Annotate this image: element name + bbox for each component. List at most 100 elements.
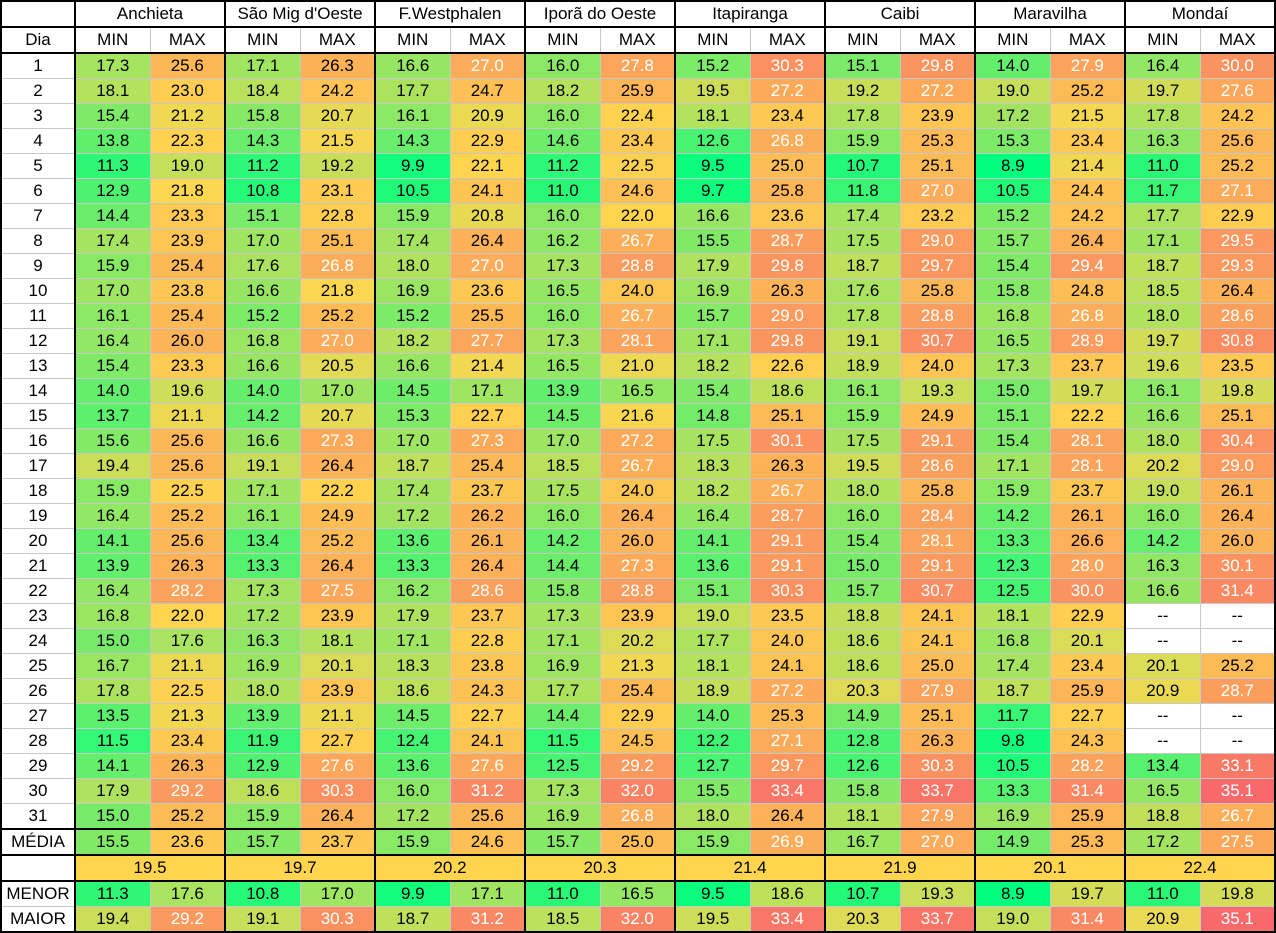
day-row: 1 17.3 25.6 17.1 26.3 16.6 27.0 16.0 27.8 15.2 30.… bbox=[0, 52, 1276, 79]
min-temp-cell: 17.5 bbox=[824, 228, 901, 254]
min-temp-cell: 18.1 bbox=[674, 103, 751, 129]
max-temp-cell: 28.1 bbox=[1049, 428, 1126, 454]
overall-average-cell: 20.2 bbox=[374, 854, 526, 882]
max-temp-cell: 17.0 bbox=[299, 378, 376, 404]
max-temp-cell: 27.6 bbox=[449, 753, 526, 779]
min-temp-cell: 16.7 bbox=[74, 653, 151, 679]
min-temp-cell: 15.4 bbox=[74, 103, 151, 129]
min-temp-cell: 18.7 bbox=[1124, 253, 1201, 279]
min-temp-cell: 9.8 bbox=[974, 728, 1051, 754]
max-temp-cell: 24.7 bbox=[449, 78, 526, 104]
row-label: 20 bbox=[0, 528, 75, 554]
min-temp-cell: 12.3 bbox=[974, 553, 1051, 579]
max-temp-cell: 27.2 bbox=[899, 78, 976, 104]
min-temp-cell: 12.5 bbox=[974, 578, 1051, 604]
min-temp-cell: 12.6 bbox=[824, 753, 901, 779]
min-temp-cell: 19.4 bbox=[74, 906, 151, 933]
max-temp-cell: 23.9 bbox=[599, 603, 676, 629]
max-temp-cell: 22.7 bbox=[1049, 703, 1126, 729]
city-header: Iporã do Oeste bbox=[524, 0, 676, 28]
min-column-header: MIN bbox=[74, 26, 151, 54]
min-temp-cell: 16.0 bbox=[824, 503, 901, 529]
max-temp-cell: 27.0 bbox=[449, 52, 526, 79]
min-temp-cell: 19.5 bbox=[674, 906, 751, 933]
max-temp-cell: 21.1 bbox=[149, 403, 226, 429]
min-temp-cell: 17.3 bbox=[224, 578, 301, 604]
max-temp-cell: 20.7 bbox=[299, 103, 376, 129]
min-temp-cell: 15.9 bbox=[674, 828, 751, 856]
min-temp-cell: 9.5 bbox=[674, 153, 751, 179]
max-temp-cell: 27.2 bbox=[749, 78, 826, 104]
max-temp-cell: 23.6 bbox=[749, 203, 826, 229]
max-temp-cell: 26.4 bbox=[749, 803, 826, 830]
min-temp-cell: 18.7 bbox=[824, 253, 901, 279]
max-temp-cell: 23.4 bbox=[749, 103, 826, 129]
day-row: 10 17.0 23.8 16.6 21.8 16.9 23.6 16.5 24.0 16.9 26… bbox=[0, 278, 1276, 304]
min-temp-cell: 17.6 bbox=[824, 278, 901, 304]
min-temp-cell: 18.5 bbox=[524, 906, 601, 933]
overall-average-cell: 22.4 bbox=[1124, 854, 1276, 882]
min-temp-cell: 12.8 bbox=[824, 728, 901, 754]
max-temp-cell: 23.4 bbox=[1049, 653, 1126, 679]
max-temp-cell: 29.2 bbox=[149, 778, 226, 804]
min-temp-cell: 17.9 bbox=[374, 603, 451, 629]
min-temp-cell: 9.9 bbox=[374, 153, 451, 179]
row-label: MÉDIA bbox=[0, 828, 75, 856]
min-temp-cell: 14.3 bbox=[374, 128, 451, 154]
max-temp-cell: 26.7 bbox=[599, 303, 676, 329]
overall-average-cell: 19.5 bbox=[73, 854, 226, 882]
min-temp-cell: 18.5 bbox=[524, 453, 601, 479]
min-temp-cell: 17.1 bbox=[674, 328, 751, 354]
max-temp-cell: 23.6 bbox=[449, 278, 526, 304]
min-temp-cell: 15.7 bbox=[974, 228, 1051, 254]
max-temp-cell: 21.5 bbox=[1049, 103, 1126, 129]
max-temp-cell: 21.4 bbox=[1049, 153, 1126, 179]
day-row: 6 12.9 21.8 10.8 23.1 10.5 24.1 11.0 24.6 9.7 25.8… bbox=[0, 178, 1276, 204]
min-column-header: MIN bbox=[674, 26, 751, 54]
max-temp-cell: 25.1 bbox=[899, 153, 976, 179]
min-temp-cell: 18.7 bbox=[374, 453, 451, 479]
min-temp-cell: 18.2 bbox=[374, 328, 451, 354]
min-temp-cell: 19.1 bbox=[824, 328, 901, 354]
max-temp-cell: 27.9 bbox=[899, 678, 976, 704]
max-temp-cell: 25.3 bbox=[749, 703, 826, 729]
row-label: 1 bbox=[0, 52, 75, 79]
max-temp-cell: 18.6 bbox=[749, 880, 826, 907]
min-temp-cell: 18.0 bbox=[374, 253, 451, 279]
min-temp-cell: 18.1 bbox=[674, 653, 751, 679]
min-temp-cell: 11.2 bbox=[224, 153, 301, 179]
min-temp-cell: 15.8 bbox=[974, 278, 1051, 304]
min-temp-cell: 18.3 bbox=[674, 453, 751, 479]
day-row: 28 11.5 23.4 11.9 22.7 12.4 24.1 11.5 24.5 12.2 27… bbox=[0, 728, 1276, 754]
min-temp-cell: 14.5 bbox=[374, 378, 451, 404]
min-temp-cell: 15.2 bbox=[224, 303, 301, 329]
max-column-header: MAX bbox=[1049, 26, 1126, 54]
max-temp-cell: 22.3 bbox=[149, 128, 226, 154]
max-temp-cell: 29.4 bbox=[1049, 253, 1126, 279]
max-temp-cell: 19.7 bbox=[1049, 378, 1126, 404]
row-label: 3 bbox=[0, 103, 75, 129]
min-temp-cell: 15.9 bbox=[824, 128, 901, 154]
min-temp-cell: 19.5 bbox=[824, 453, 901, 479]
max-temp-cell: 30.1 bbox=[1199, 553, 1276, 579]
day-row: 8 17.4 23.9 17.0 25.1 17.4 26.4 16.2 26.7 15.5 28.… bbox=[0, 228, 1276, 254]
min-temp-cell: 8.9 bbox=[974, 880, 1051, 907]
max-temp-cell: 22.4 bbox=[599, 103, 676, 129]
min-temp-cell: 11.2 bbox=[524, 153, 601, 179]
max-temp-cell: 24.2 bbox=[1049, 203, 1126, 229]
min-temp-cell: 18.8 bbox=[1124, 803, 1201, 830]
min-temp-cell: 11.9 bbox=[224, 728, 301, 754]
max-temp-cell: 27.6 bbox=[299, 753, 376, 779]
min-temp-cell: 14.0 bbox=[224, 378, 301, 404]
max-temp-cell: 29.8 bbox=[899, 52, 976, 79]
row-label: 29 bbox=[0, 753, 75, 779]
min-temp-cell: 15.1 bbox=[224, 203, 301, 229]
min-temp-cell: 18.8 bbox=[824, 603, 901, 629]
max-temp-cell: 26.3 bbox=[149, 553, 226, 579]
min-temp-cell: 14.4 bbox=[74, 203, 151, 229]
max-temp-cell: 28.0 bbox=[1049, 553, 1126, 579]
min-temp-cell: 17.5 bbox=[674, 428, 751, 454]
max-temp-cell: 26.8 bbox=[1049, 303, 1126, 329]
min-temp-cell: 18.9 bbox=[674, 678, 751, 704]
max-temp-cell: 22.9 bbox=[1199, 203, 1276, 229]
